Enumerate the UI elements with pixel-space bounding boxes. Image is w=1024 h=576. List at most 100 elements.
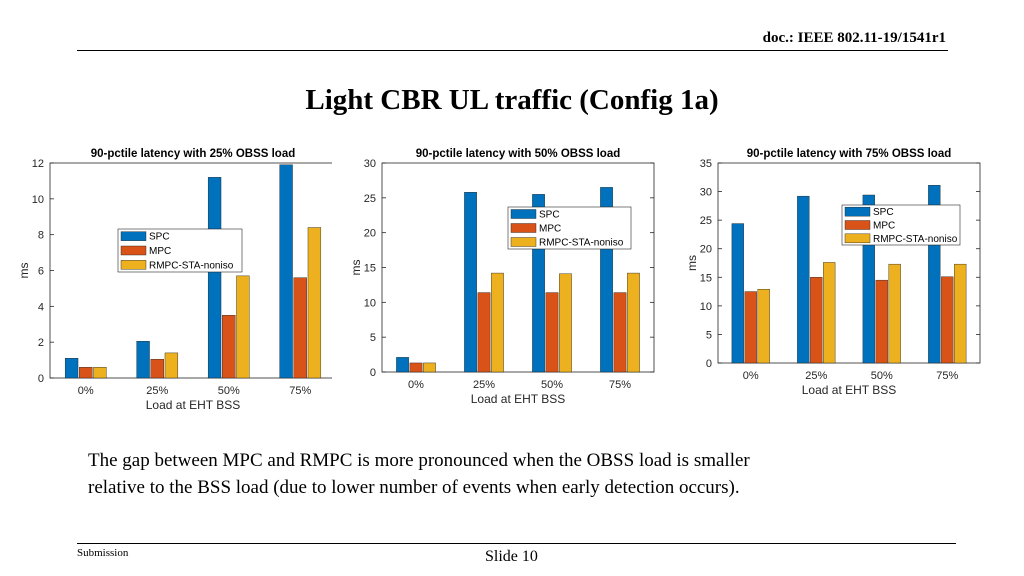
caption-line-2: relative to the BSS load (due to lower n… xyxy=(88,477,740,498)
bar-spc-3 xyxy=(279,164,293,379)
chart-25-obss-svg: 0 2 4 6 8 10 12 0% 25% 50% 75% 90-pctile latency wi… xyxy=(17,148,332,412)
bar-rmpc-sta-noniso-2 xyxy=(888,263,901,364)
plot-area xyxy=(717,162,981,364)
y-tick-label: 30 xyxy=(364,158,376,170)
x-tick-label: 0% xyxy=(78,385,94,397)
legend-entry: MPC xyxy=(149,246,171,257)
bar-spc-1 xyxy=(136,341,150,379)
legend-swatch xyxy=(120,231,147,241)
header-divider xyxy=(77,50,948,51)
bar-spc-3 xyxy=(928,185,941,364)
bar-spc-0 xyxy=(64,358,79,379)
footer-divider xyxy=(77,543,956,544)
legend-entry: MPC xyxy=(873,221,895,232)
bar-rmpc-sta-noniso-0 xyxy=(757,289,770,364)
bar-mpc-2 xyxy=(875,279,888,364)
legend-entry: RMPC-STA-noniso xyxy=(149,260,234,271)
y-tick-label: 0 xyxy=(38,373,44,385)
y-tick-label: 35 xyxy=(700,158,712,170)
caption: The gap between MPC and RMPC is more pro… xyxy=(88,447,948,501)
bar-mpc-0 xyxy=(79,367,93,379)
y-tick-label: 25 xyxy=(364,193,376,205)
legend-entry: RMPC-STA-noniso xyxy=(539,238,624,249)
y-tick-label: 10 xyxy=(32,194,44,206)
bar-mpc-2 xyxy=(545,292,559,373)
bar-rmpc-sta-noniso-2 xyxy=(236,275,250,379)
y-tick-label: 4 xyxy=(38,301,44,313)
bar-rmpc-sta-noniso-1 xyxy=(164,352,179,379)
y-tick-label: 15 xyxy=(364,263,376,275)
x-axis-label: Load at EHT BSS xyxy=(146,398,241,412)
chart-title: 90-pctile latency with 50% OBSS load xyxy=(416,148,621,160)
y-tick-label: 2 xyxy=(38,337,44,349)
y-tick-label: 8 xyxy=(38,230,44,242)
legend-entry: SPC xyxy=(873,207,894,218)
caption-line-1: The gap between MPC and RMPC is more pro… xyxy=(88,450,750,471)
y-axis-label: ms xyxy=(685,255,699,271)
x-tick-label: 0% xyxy=(743,370,759,382)
y-tick-label: 20 xyxy=(364,228,376,240)
y-tick-label: 10 xyxy=(364,297,376,309)
bar-mpc-3 xyxy=(941,276,954,364)
legend-swatch xyxy=(120,245,147,256)
bar-spc-0 xyxy=(731,223,744,364)
x-tick-label: 0% xyxy=(408,379,424,391)
x-axis-label: Load at EHT BSS xyxy=(471,392,566,406)
legend-swatch xyxy=(510,237,537,247)
legend-swatch xyxy=(844,233,871,244)
bar-spc-1 xyxy=(797,195,810,364)
bar-mpc-1 xyxy=(150,358,164,379)
y-tick-label: 15 xyxy=(700,272,712,284)
x-tick-label: 25% xyxy=(146,385,168,397)
chart-75-obss-svg: 0 5 10 15 20 25 30 35 0% 25% 50% 75% 90-pctile laten… xyxy=(685,148,981,397)
chart-50-obss: 0 5 10 15 20 25 30 0% 25% 50% 75% 90-pctile latency… xyxy=(342,142,664,412)
submission-label: Submission xyxy=(77,547,129,559)
chart-25-obss: 0 2 4 6 8 10 12 0% 25% 50% 75% 90-pctile latency wi… xyxy=(12,142,332,418)
bar-rmpc-sta-noniso-3 xyxy=(627,272,640,373)
x-tick-label: 25% xyxy=(805,370,827,382)
y-tick-label: 20 xyxy=(700,244,712,256)
y-tick-label: 12 xyxy=(32,158,44,170)
legend-swatch xyxy=(844,206,871,217)
bar-rmpc-sta-noniso-2 xyxy=(559,273,572,373)
bar-mpc-2 xyxy=(222,315,236,379)
bar-rmpc-sta-noniso-1 xyxy=(491,272,504,373)
chart-75-obss: 0 5 10 15 20 25 30 35 0% 25% 50% 75% 90-pctile laten… xyxy=(680,142,988,402)
bar-rmpc-sta-noniso-1 xyxy=(823,262,836,364)
bar-mpc-1 xyxy=(477,292,491,373)
legend-swatch xyxy=(510,209,537,219)
document-id: doc.: IEEE 802.11-19/1541r1 xyxy=(762,30,946,46)
bar-spc-0 xyxy=(396,357,409,373)
x-axis-label: Load at EHT BSS xyxy=(802,383,897,397)
legend-entry: SPC xyxy=(149,232,170,243)
bar-rmpc-sta-noniso-0 xyxy=(423,362,436,373)
x-tick-label: 75% xyxy=(936,370,958,382)
chart-title: 90-pctile latency with 75% OBSS load xyxy=(747,148,952,160)
bar-mpc-3 xyxy=(293,277,307,379)
legend-swatch xyxy=(510,223,537,233)
bar-mpc-1 xyxy=(810,277,823,364)
x-tick-label: 50% xyxy=(541,379,563,391)
legend-swatch xyxy=(120,260,147,270)
y-axis-label: ms xyxy=(349,260,363,276)
bar-rmpc-sta-noniso-3 xyxy=(307,227,322,379)
y-tick-label: 0 xyxy=(706,358,712,370)
slide-number: Slide 10 xyxy=(485,548,538,565)
legend-entry: RMPC-STA-noniso xyxy=(873,234,958,245)
x-tick-label: 50% xyxy=(218,385,240,397)
bar-mpc-3 xyxy=(613,292,627,373)
y-tick-label: 0 xyxy=(370,367,376,379)
bar-rmpc-sta-noniso-0 xyxy=(93,367,107,379)
chart-50-obss-svg: 0 5 10 15 20 25 30 0% 25% 50% 75% 90-pctile latency… xyxy=(349,148,655,406)
y-tick-label: 6 xyxy=(38,266,44,278)
bar-rmpc-sta-noniso-3 xyxy=(954,263,967,364)
bar-mpc-0 xyxy=(744,291,757,364)
y-tick-label: 30 xyxy=(700,187,712,199)
bar-spc-2 xyxy=(207,177,222,379)
y-tick-label: 10 xyxy=(700,301,712,313)
y-tick-label: 25 xyxy=(700,215,712,227)
plot-area xyxy=(381,162,655,373)
y-axis-label: ms xyxy=(17,263,31,279)
x-tick-label: 50% xyxy=(871,370,893,382)
legend-swatch xyxy=(844,220,871,230)
